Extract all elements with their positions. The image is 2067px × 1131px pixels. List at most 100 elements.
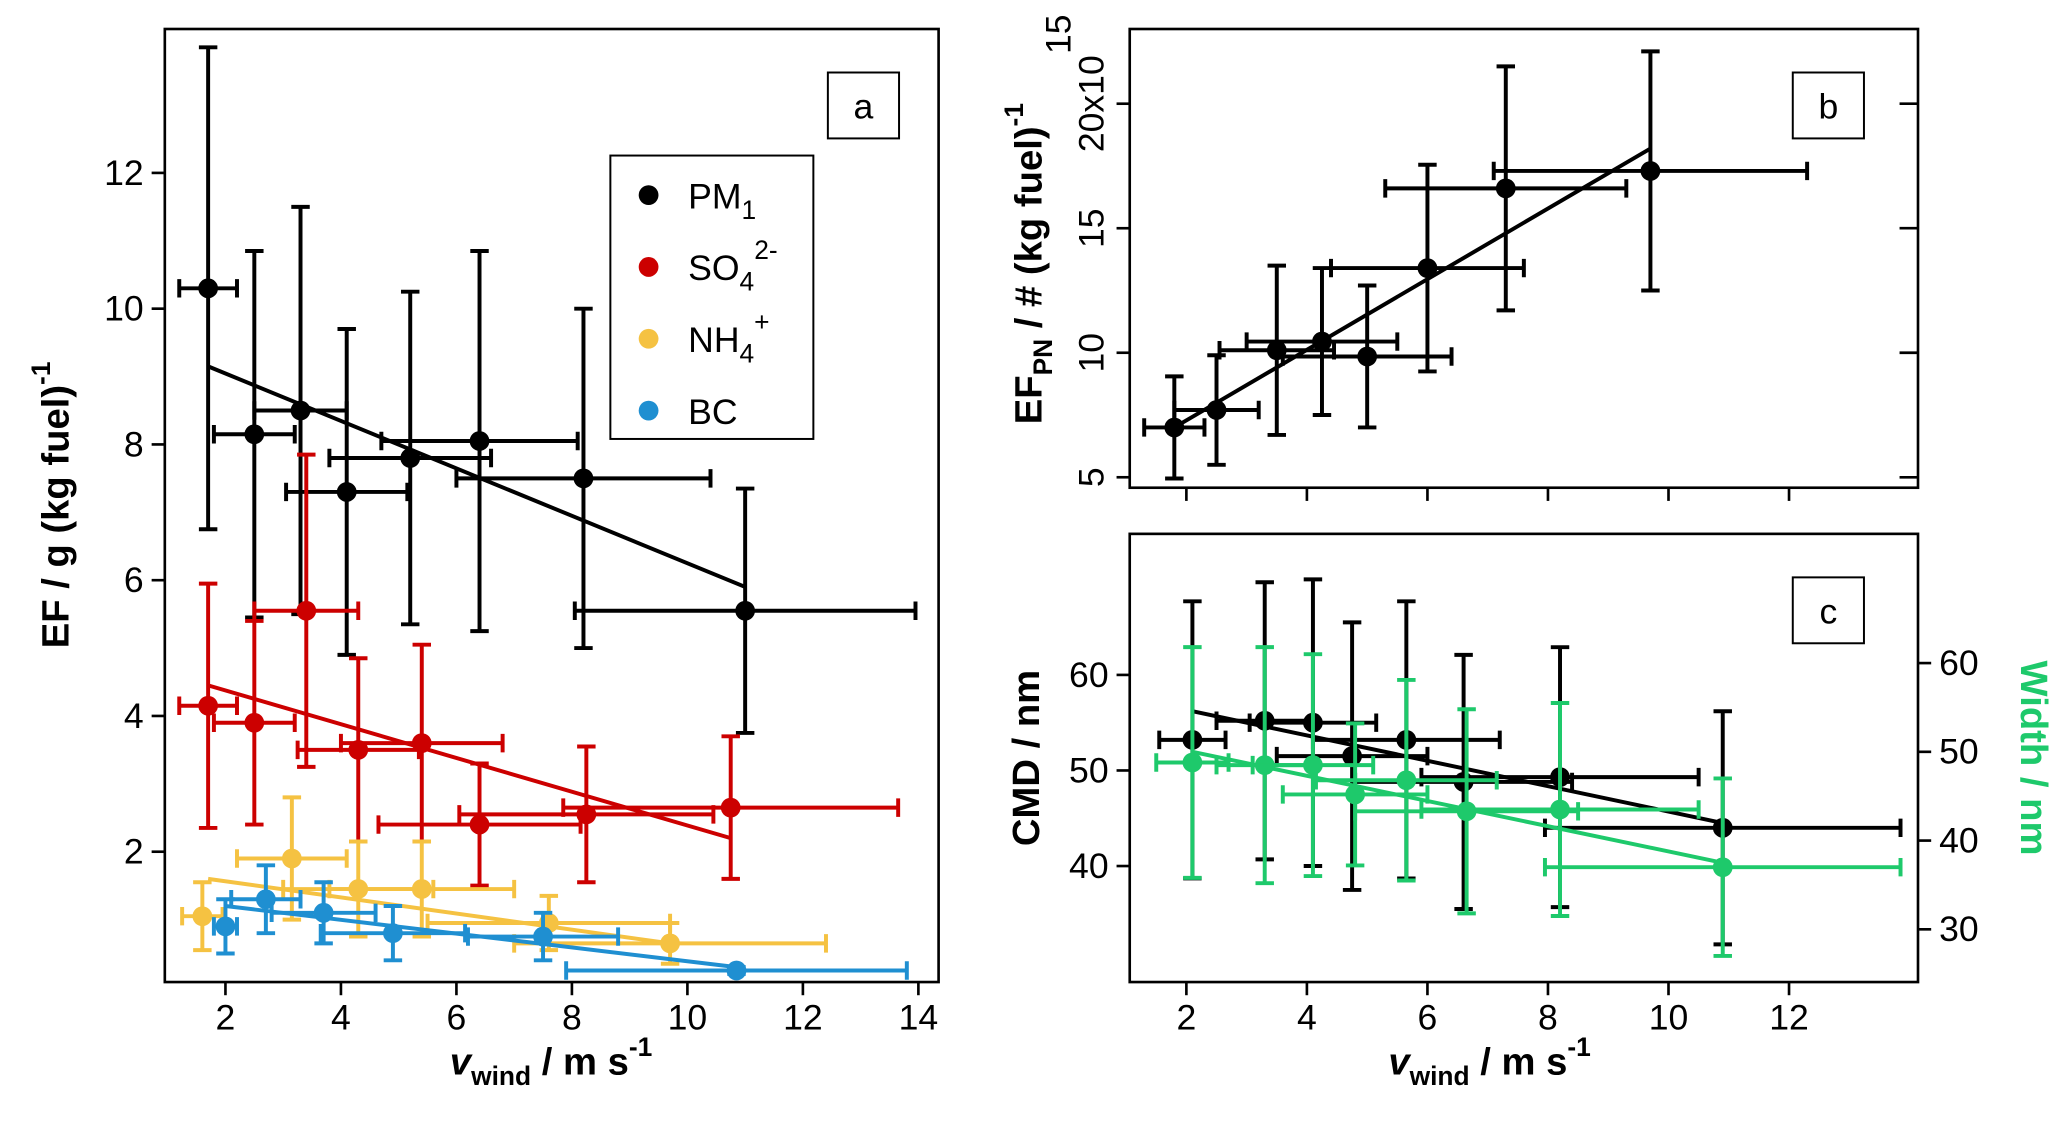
y-tick-label: 10 xyxy=(104,289,144,329)
legend-sub: 4 xyxy=(740,267,755,297)
legend-marker xyxy=(638,328,659,349)
legend-text: SO xyxy=(688,248,739,288)
legend-sup: 2- xyxy=(754,235,777,265)
fit-line xyxy=(1191,709,1724,825)
y2-axis-label-text: Width / nm xyxy=(2012,660,2055,855)
data-point xyxy=(192,906,213,927)
y-axis-label: EFPN / # (kg fuel)-1 xyxy=(999,103,1058,424)
data-point xyxy=(1342,746,1362,767)
data-point xyxy=(411,879,432,899)
y-axis-label: CMD / nm xyxy=(1005,670,1048,846)
data-point xyxy=(1417,258,1438,278)
data-point xyxy=(215,916,236,937)
y-tick-label: 2 xyxy=(124,832,144,872)
data-point xyxy=(469,431,490,451)
y-axis-label-sup: -1 xyxy=(999,103,1029,126)
data-point xyxy=(383,923,403,944)
data-point xyxy=(411,733,432,753)
panel-label-box xyxy=(1791,576,1865,645)
y-tick-label: 10 xyxy=(1071,333,1111,373)
legend-text: NH xyxy=(688,320,739,360)
legend-marker xyxy=(638,257,659,277)
x-tick-label: 12 xyxy=(1769,998,1809,1038)
legend-label: BC xyxy=(688,392,737,432)
data-point xyxy=(1164,417,1185,438)
plot-frame xyxy=(1128,532,1920,984)
legend-sub: 1 xyxy=(742,195,757,225)
data-point xyxy=(244,712,265,733)
fit-line xyxy=(1173,146,1652,430)
data-point xyxy=(660,933,680,954)
legend-sup: + xyxy=(754,307,769,337)
data-point xyxy=(469,814,490,835)
y2-axis-label: Width / nm xyxy=(2012,660,2055,855)
data-point xyxy=(1712,857,1733,878)
legend-marker xyxy=(638,400,659,421)
panel-label-box xyxy=(826,71,901,140)
panel-label-box xyxy=(1791,71,1865,140)
y-tick-label: 50 xyxy=(1069,750,1109,790)
data-point xyxy=(296,600,317,621)
data-point xyxy=(533,926,553,947)
y-axis-label-text: / # (kg fuel) xyxy=(1007,126,1050,338)
y-tick-label: 20x10 xyxy=(1071,55,1111,152)
data-point xyxy=(1345,784,1366,805)
x-tick-label: 6 xyxy=(1418,998,1438,1038)
x-tick-label: 14 xyxy=(899,998,939,1038)
panel-label: a xyxy=(854,87,874,127)
y-axis-label-text: EF / g (kg fuel) xyxy=(35,385,78,648)
y-tick-label: 6 xyxy=(124,560,144,600)
x-tick-label: 8 xyxy=(1538,998,1558,1038)
x-axis-label-text: v xyxy=(1388,1040,1411,1083)
data-point xyxy=(1640,161,1661,181)
data-point xyxy=(735,600,756,621)
y-tick-label: 12 xyxy=(104,153,144,193)
x-axis-label-sub: wind xyxy=(1409,1061,1470,1091)
x-axis-label-text: v xyxy=(450,1040,473,1083)
legend-text: BC xyxy=(688,392,737,432)
data-point xyxy=(1182,752,1203,773)
y-axis-label-text: EF xyxy=(1007,375,1050,424)
legend-label: SO42- xyxy=(688,235,778,297)
y-axis-label-sup: -1 xyxy=(26,361,56,384)
x-axis-label: vwind / m s-1 xyxy=(1388,1032,1590,1091)
y-exponent: 15 xyxy=(1038,14,1078,54)
x-tick-label: 8 xyxy=(562,998,582,1038)
data-point xyxy=(720,797,741,818)
x-axis-label-sup: -1 xyxy=(1567,1032,1590,1062)
y-axis-label-sub: PN xyxy=(1028,339,1058,376)
data-point xyxy=(1206,400,1227,420)
x-axis-label-text: / m s xyxy=(531,1040,629,1083)
y-tick-label: 60 xyxy=(1069,655,1109,695)
y-tick-label: 40 xyxy=(1069,846,1109,886)
plot-frame xyxy=(163,27,940,984)
x-axis-label-sub: wind xyxy=(470,1061,531,1091)
x-tick-label: 12 xyxy=(783,998,823,1038)
x-tick-label: 6 xyxy=(447,998,467,1038)
x-tick-label: 10 xyxy=(668,998,708,1038)
y-axis-label: EF / g (kg fuel)-1 xyxy=(26,361,77,648)
x-tick-label: 4 xyxy=(1297,998,1317,1038)
legend-label: PM1 xyxy=(688,176,756,225)
y-tick-label: 15 xyxy=(1071,208,1111,248)
y-axis-label-text: CMD / nm xyxy=(1005,670,1048,846)
data-point xyxy=(1303,755,1323,776)
x-tick-label: 4 xyxy=(331,998,351,1038)
data-point xyxy=(244,424,265,445)
y2-tick-label: 60 xyxy=(1939,643,1979,683)
panel-label: c xyxy=(1819,592,1837,632)
y2-tick-label: 30 xyxy=(1939,909,1979,949)
legend-marker xyxy=(638,185,659,205)
data-point xyxy=(1550,799,1570,820)
x-tick-label: 2 xyxy=(216,998,236,1038)
legend-text: PM xyxy=(688,176,741,216)
x-axis-label-text: / m s xyxy=(1470,1040,1568,1083)
data-point xyxy=(573,468,594,489)
data-point xyxy=(198,695,219,716)
data-point xyxy=(290,400,311,421)
legend-label: NH4+ xyxy=(688,307,769,369)
y-tick-label: 5 xyxy=(1071,467,1111,487)
x-tick-label: 2 xyxy=(1176,998,1196,1038)
y2-tick-label: 50 xyxy=(1939,732,1979,772)
data-point xyxy=(1312,331,1332,352)
